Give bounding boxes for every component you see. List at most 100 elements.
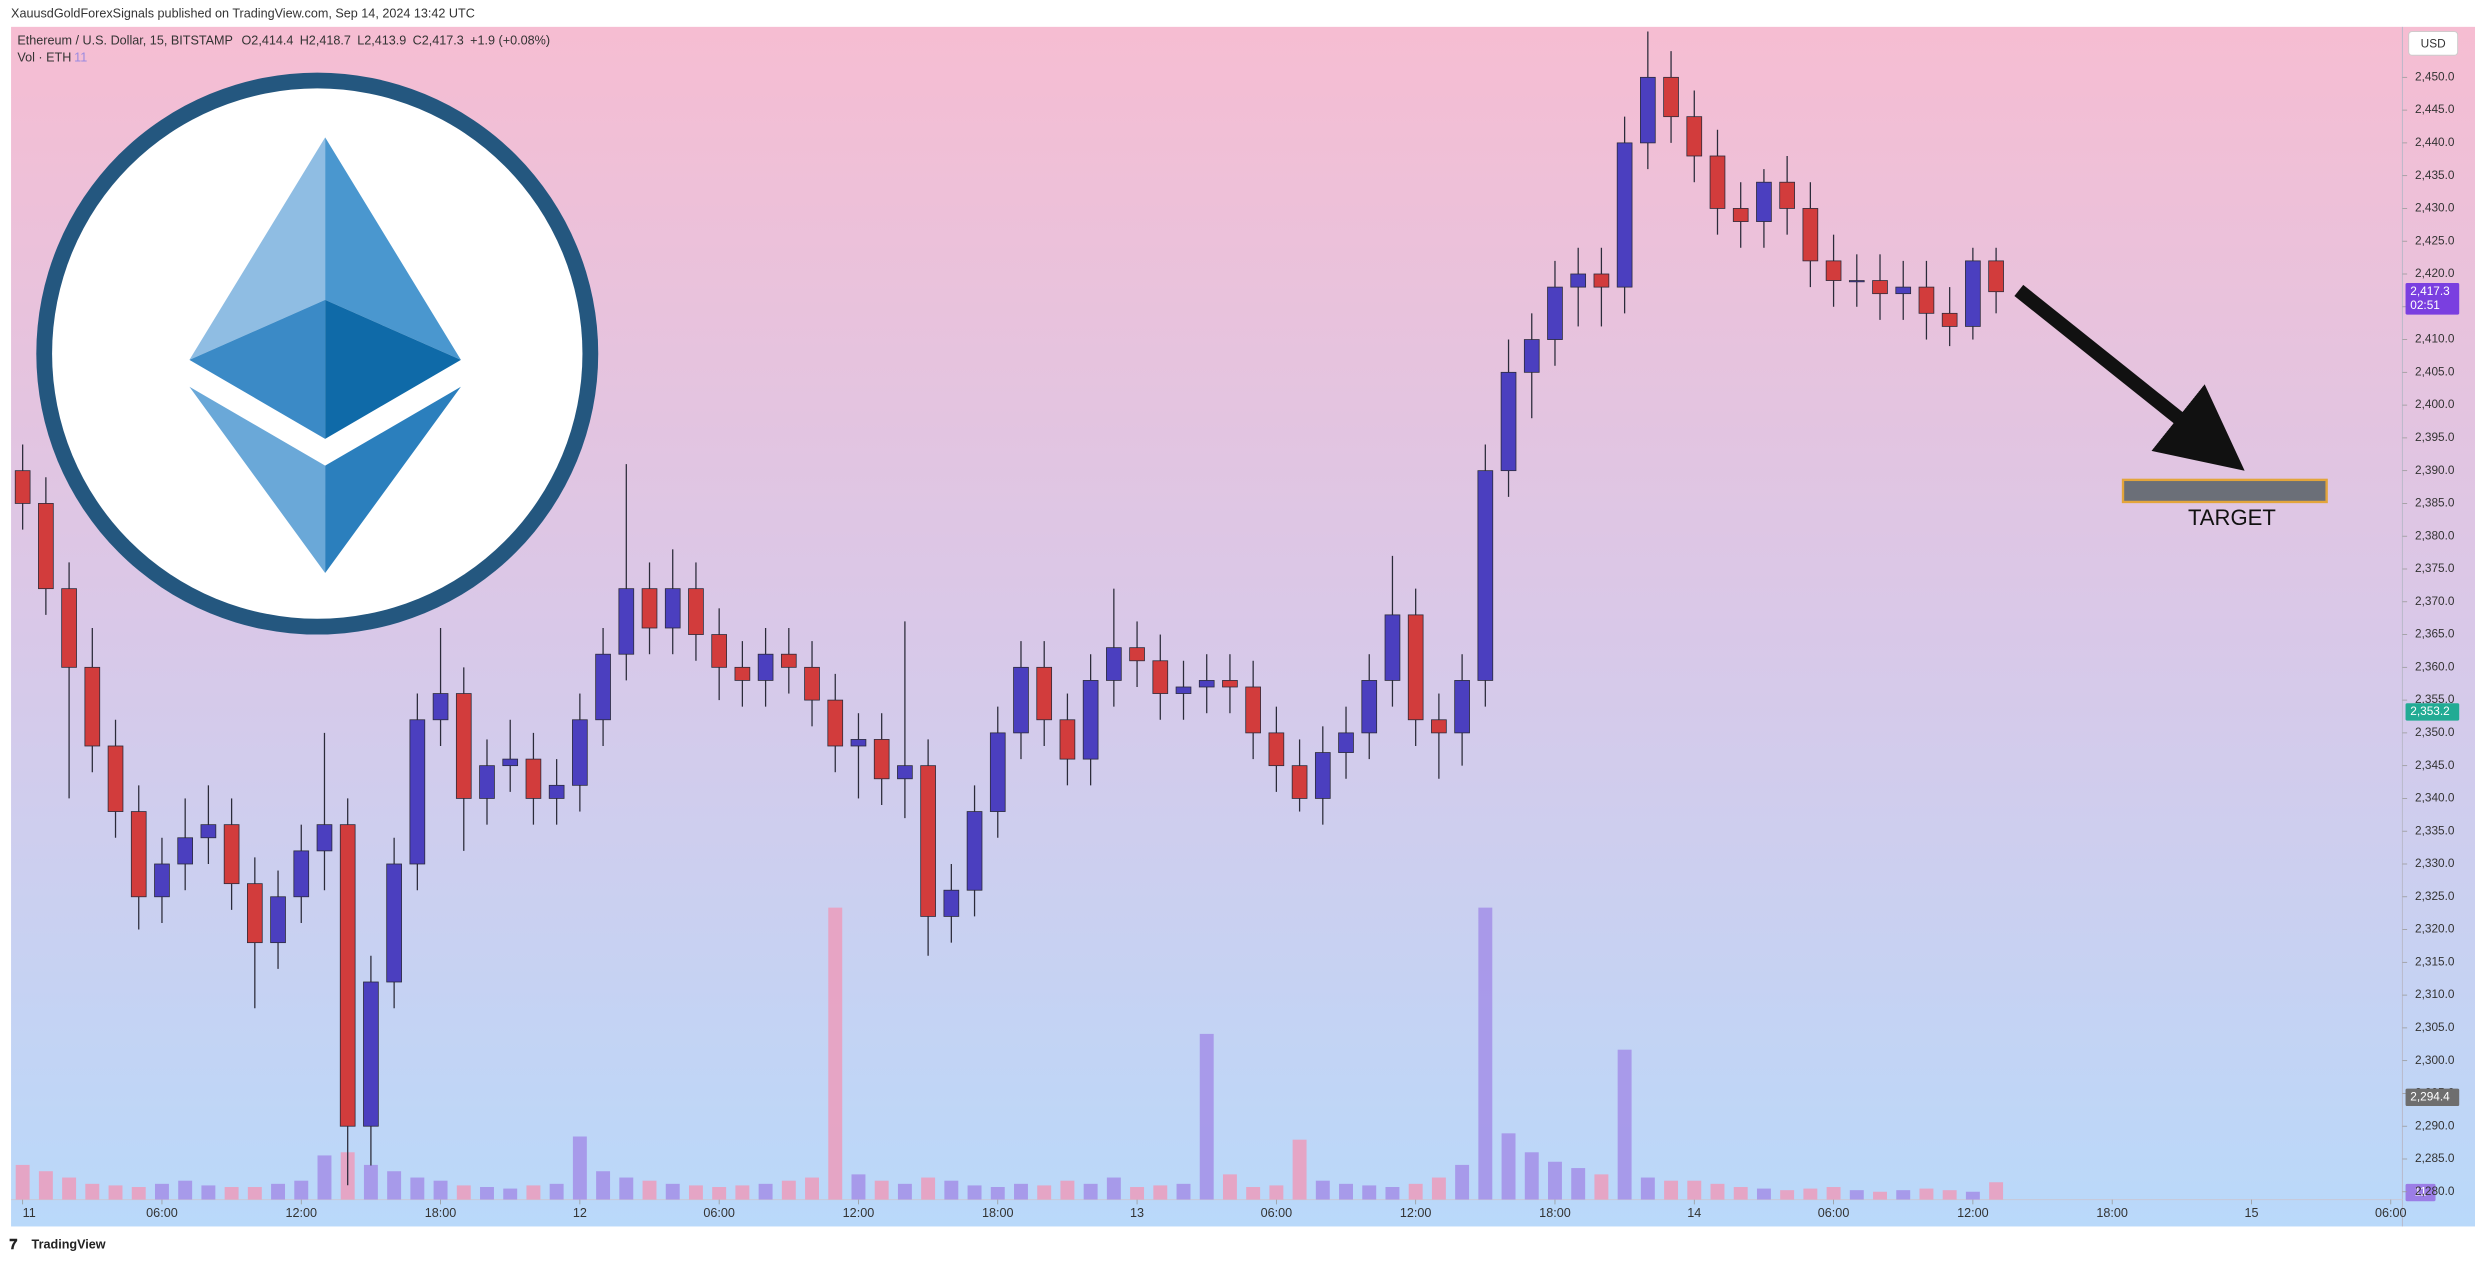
candle-body	[363, 981, 379, 1127]
candle-body	[14, 470, 31, 504]
arrow	[2014, 284, 2245, 471]
price-label-box	[2405, 703, 2460, 721]
volume-bar	[596, 1171, 611, 1200]
volume-bar	[433, 1180, 448, 1200]
volume-bar	[271, 1183, 286, 1200]
candle-body	[247, 883, 263, 944]
volume-bar	[1339, 1183, 1353, 1200]
candle-body	[84, 666, 101, 747]
candle-body	[1988, 260, 2004, 293]
volume-bar	[1989, 1182, 2004, 1200]
candle-body	[850, 739, 867, 747]
volume-bar	[1478, 907, 1493, 1200]
candle-body	[804, 666, 820, 701]
currency-box[interactable]	[2408, 31, 2459, 56]
volume-bar	[526, 1185, 541, 1200]
volume-bar	[874, 1180, 889, 1200]
candle-body	[595, 653, 611, 721]
candle-body	[943, 889, 960, 917]
y-tick-label: 2,285.0	[2415, 1151, 2455, 1165]
y-tick-label: 2,375.0	[2415, 561, 2455, 575]
candle-body	[1802, 208, 1819, 262]
x-tick-label: 11	[23, 1206, 36, 1220]
y-tick-label: 2,445.0	[2415, 102, 2455, 116]
footer-brand: TradingView	[32, 1238, 106, 1252]
candle-body	[432, 693, 449, 721]
volume-bar	[15, 1164, 30, 1200]
x-tick-label: 06:00	[703, 1206, 735, 1220]
x-tick-label: 06:00	[1818, 1206, 1850, 1220]
candle-body	[989, 732, 1006, 812]
volume-bar	[897, 1183, 912, 1200]
y-tick-label: 2,420.0	[2415, 266, 2455, 280]
volume-bar	[1246, 1187, 1261, 1200]
volume-bar	[1153, 1185, 1168, 1200]
volume-bar	[387, 1171, 402, 1200]
volume-bar	[688, 1185, 703, 1200]
candle-body	[1198, 680, 1215, 688]
candle-body	[757, 653, 774, 681]
publisher: XauusdGoldForexSignals published on Trad…	[11, 7, 475, 21]
volume-bar	[62, 1177, 77, 1200]
volume-bar	[1896, 1190, 1911, 1200]
volume-bar	[1408, 1183, 1423, 1200]
y-tick-label: 2,385.0	[2415, 496, 2455, 510]
ohlc-value: C2,417.3	[413, 33, 464, 47]
volume-bar	[1176, 1183, 1191, 1200]
volume-bar	[1083, 1183, 1098, 1200]
volume-bar	[828, 907, 843, 1200]
volume-bar	[665, 1183, 680, 1200]
candle-body	[502, 758, 519, 767]
candle-body	[1872, 280, 1888, 295]
volume-bar	[1199, 1033, 1214, 1200]
volume-bar	[410, 1177, 425, 1200]
price-label: 2,417.3	[2410, 284, 2450, 298]
x-tick-label: 12:00	[285, 1206, 317, 1220]
y-tick-label: 2,340.0	[2415, 791, 2455, 805]
volume-bar	[503, 1188, 518, 1200]
candle-body	[827, 699, 844, 747]
candle-body	[1454, 680, 1470, 734]
volume-bar	[201, 1185, 216, 1200]
y-tick-label: 2,360.0	[2415, 659, 2455, 673]
x-tick-label: 12:00	[1400, 1206, 1432, 1220]
candle-body	[1407, 614, 1424, 721]
candle-body	[1152, 660, 1169, 694]
candle-body	[1477, 470, 1494, 681]
y-tick-label: 2,330.0	[2415, 856, 2455, 870]
ohlc-legend: O2,414.4 H2,418.7 L2,413.9 C2,417.3 +1.9 (+0…	[242, 33, 551, 47]
candle-body	[618, 588, 635, 655]
candle-body	[455, 693, 472, 799]
candle-body	[1570, 273, 1587, 288]
candle-body	[1500, 371, 1517, 472]
volume-value: 11	[74, 51, 87, 65]
y-tick-label: 2,425.0	[2415, 233, 2455, 247]
candle-body	[1175, 686, 1192, 694]
volume-bar	[1803, 1188, 1818, 1200]
y-tick-label: 2,390.0	[2415, 463, 2455, 477]
candle-body	[1291, 765, 1308, 799]
candle-body	[548, 784, 565, 799]
volume-bar	[1222, 1174, 1237, 1200]
volume-bar	[712, 1187, 727, 1200]
volume-bar	[38, 1171, 53, 1200]
candle-body	[200, 824, 217, 839]
volume-bar	[1455, 1164, 1470, 1200]
volume-bar	[1315, 1180, 1330, 1200]
currency[interactable]: USD	[2421, 36, 2446, 50]
price-label: 2,353.2	[2410, 704, 2449, 718]
ohlc-value: H2,418.7	[300, 33, 351, 47]
ethereum-logo	[36, 72, 599, 635]
x-tick-label: 06:00	[146, 1206, 178, 1220]
x-tick-label: 14	[1687, 1206, 1701, 1220]
candle-body	[897, 765, 913, 780]
price-countdown: 02:51	[2410, 298, 2440, 312]
target-box	[2121, 478, 2328, 504]
volume-bar	[1664, 1180, 1679, 1200]
y-tick-label: 2,300.0	[2415, 1053, 2455, 1067]
volume-bar	[1548, 1161, 1562, 1200]
volume-bar	[758, 1183, 773, 1200]
volume-bar	[1292, 1139, 1307, 1200]
volume-bar	[456, 1185, 471, 1200]
price-label: 2,294.4	[2410, 1089, 2450, 1103]
